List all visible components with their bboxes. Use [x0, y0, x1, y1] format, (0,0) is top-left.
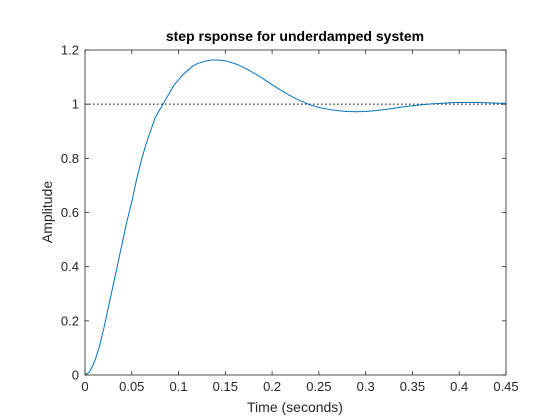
axes-box: [84, 49, 507, 376]
x-tick-label: 0.3: [357, 379, 375, 394]
x-tick-label: 0.2: [263, 379, 281, 394]
y-tick-label: 0.2: [61, 313, 79, 328]
plot-area: [84, 49, 507, 376]
y-tick-label: 1.2: [61, 43, 79, 58]
x-tick-label: 0: [81, 379, 88, 394]
x-tick-label: 0.15: [213, 379, 238, 394]
x-tick-label: 0.05: [119, 379, 144, 394]
y-tick-label: 0: [72, 368, 79, 383]
y-tick-label: 1: [72, 97, 79, 112]
x-tick-label: 0.45: [493, 379, 518, 394]
x-tick-label: 0.1: [170, 379, 188, 394]
step-response-curve: [84, 59, 507, 376]
x-axis-label: Time (seconds): [247, 399, 343, 415]
chart-title: step rsponse for underdamped system: [166, 28, 424, 44]
y-axis-ticks: 0 0.2 0.4 0.6 0.8 1 1.2: [61, 43, 506, 383]
x-tick-label: 0.25: [306, 379, 331, 394]
x-tick-label: 0.35: [400, 379, 425, 394]
y-tick-label: 0.4: [61, 259, 79, 274]
x-tick-label: 0.4: [450, 379, 468, 394]
x-axis-ticks: 0 0.05 0.1 0.15 0.2 0.25 0.3 0.35 0.4 0.45: [81, 50, 519, 394]
y-axis-label: Amplitude: [39, 181, 55, 243]
y-tick-label: 0.6: [61, 205, 79, 220]
y-tick-label: 0.8: [61, 151, 79, 166]
